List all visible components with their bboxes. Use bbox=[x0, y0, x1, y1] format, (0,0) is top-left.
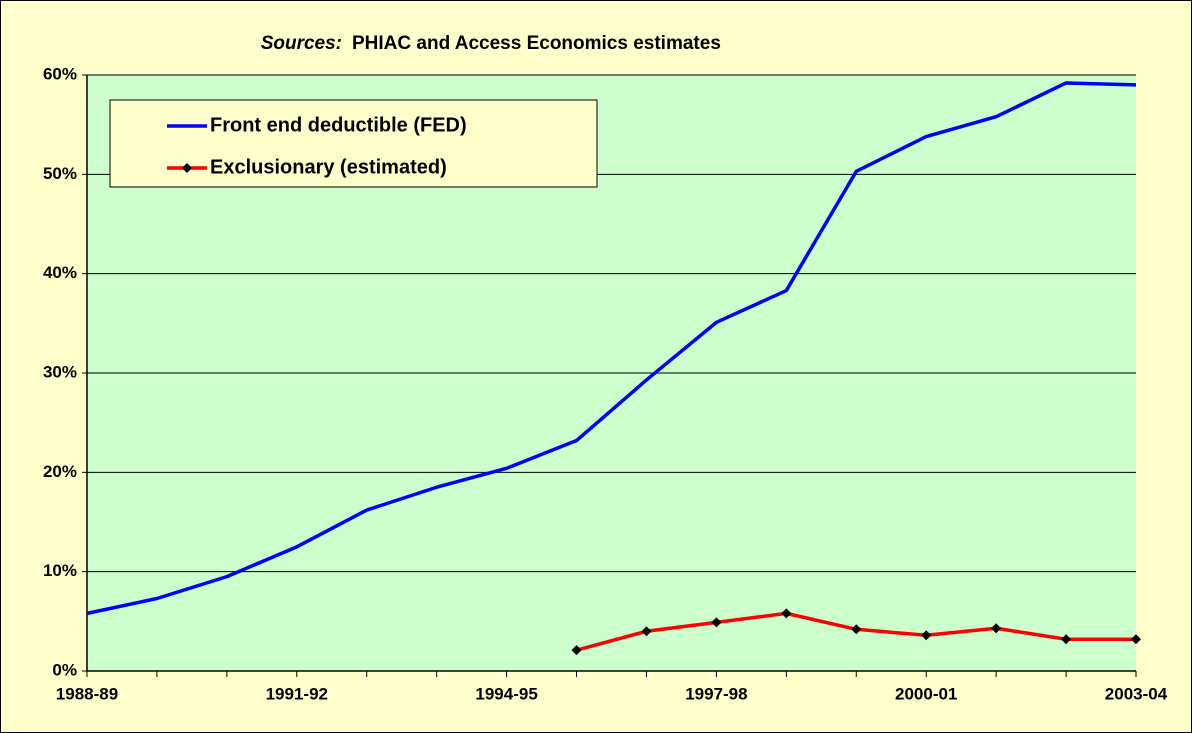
x-tick-label: 1991-92 bbox=[266, 684, 328, 703]
series-line bbox=[86, 81, 1137, 616]
legend-marker bbox=[182, 163, 192, 173]
y-tick-label: 10% bbox=[43, 561, 77, 580]
marker bbox=[1131, 634, 1141, 645]
legend-box bbox=[109, 99, 598, 188]
y-tick-label: 60% bbox=[43, 64, 77, 83]
y-tick-label: 30% bbox=[43, 362, 77, 381]
x-tick-label: 1988-89 bbox=[56, 684, 118, 703]
y-tick-label: 50% bbox=[43, 164, 77, 183]
chart-title: PHIAC and Access Economics estimates bbox=[352, 33, 721, 54]
marker bbox=[921, 630, 932, 641]
marker bbox=[711, 617, 722, 628]
x-tick-label: 1997-98 bbox=[685, 684, 747, 703]
marker bbox=[641, 626, 652, 637]
x-tick-label: 1994-95 bbox=[475, 684, 537, 703]
legend-label: Front end deductible (FED) bbox=[210, 114, 467, 136]
x-tick-label: 2003-04 bbox=[1105, 684, 1168, 703]
marker bbox=[991, 623, 1002, 634]
y-tick-label: 20% bbox=[43, 462, 77, 481]
marker bbox=[781, 608, 792, 619]
title-prefix: Sources: bbox=[261, 33, 342, 54]
marker bbox=[1061, 634, 1072, 645]
legend-label: Exclusionary (estimated) bbox=[210, 156, 447, 178]
x-tick-label: 2000-01 bbox=[895, 684, 957, 703]
y-tick-label: 0% bbox=[52, 660, 77, 679]
marker bbox=[851, 624, 862, 635]
marker bbox=[571, 645, 582, 656]
y-tick-label: 40% bbox=[43, 263, 77, 282]
